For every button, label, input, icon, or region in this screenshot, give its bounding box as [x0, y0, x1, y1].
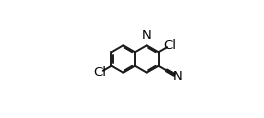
Text: N: N	[142, 29, 152, 42]
Text: Cl: Cl	[163, 39, 176, 52]
Text: N: N	[172, 70, 182, 83]
Text: Cl: Cl	[93, 66, 106, 79]
